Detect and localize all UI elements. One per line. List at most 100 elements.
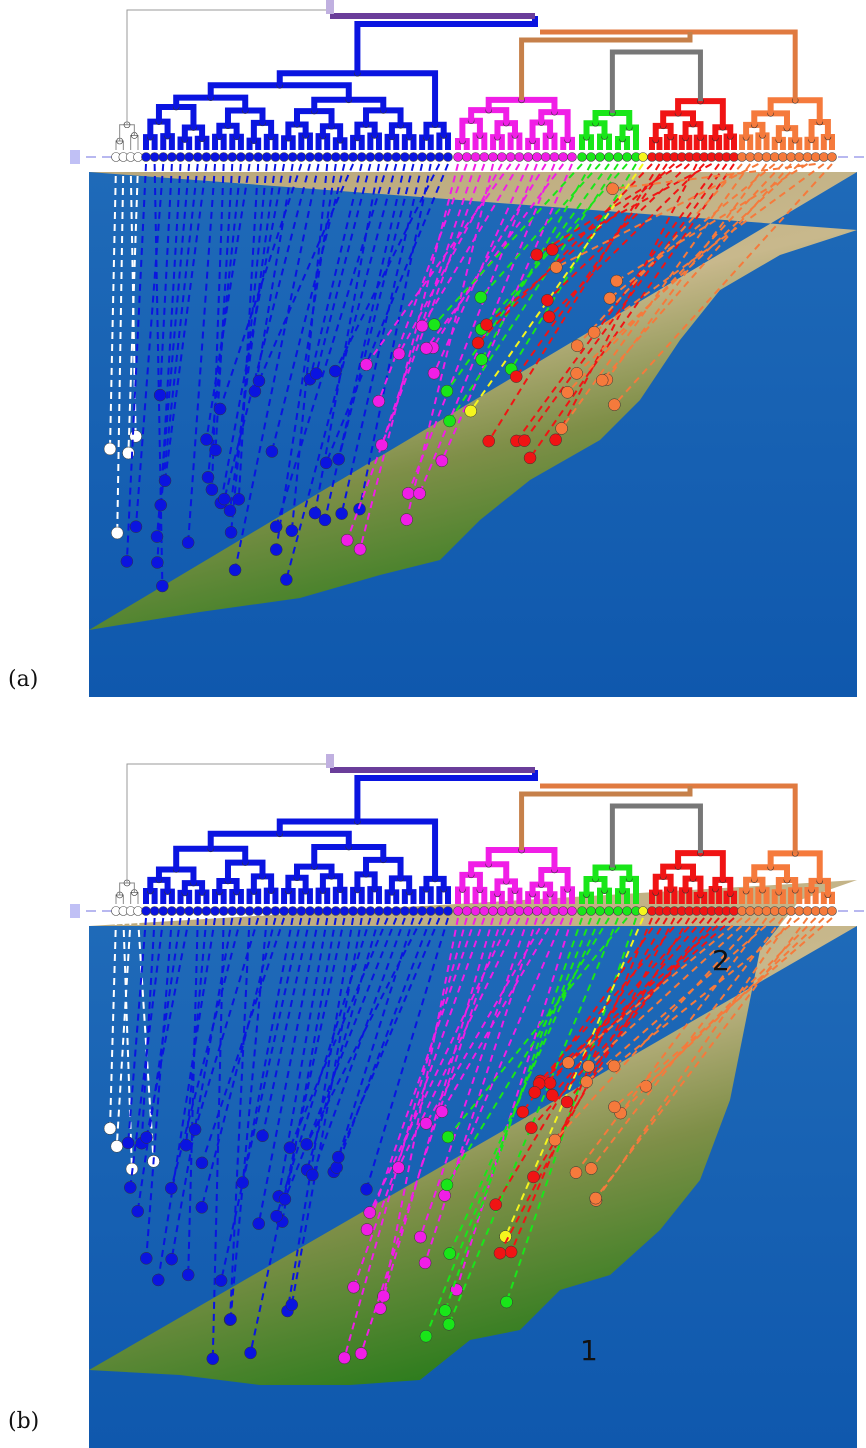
location-dot <box>253 375 265 387</box>
location-dot <box>541 294 553 306</box>
leaf <box>444 153 453 162</box>
location-dot <box>416 320 428 332</box>
dendrogram-branch <box>392 125 409 137</box>
location-dot <box>590 1192 602 1204</box>
location-dot <box>556 422 568 434</box>
leaf <box>596 153 605 162</box>
location-dot <box>608 1101 620 1113</box>
leaf <box>426 907 435 916</box>
location-dot <box>608 399 620 411</box>
leaf <box>819 153 828 162</box>
location-dot <box>546 244 558 256</box>
location-dot <box>253 1218 265 1230</box>
dendrogram-branch <box>727 136 734 150</box>
leaf <box>185 907 194 916</box>
leaf <box>515 907 524 916</box>
location-dot <box>419 1257 431 1269</box>
location-dot <box>518 435 530 447</box>
leaf <box>271 153 280 162</box>
leaf <box>811 907 820 916</box>
location-dot <box>218 493 230 505</box>
leaf <box>578 907 587 916</box>
dendrogram-branch <box>388 892 397 904</box>
leaf <box>497 907 506 916</box>
leaf <box>559 907 568 916</box>
location-dot <box>360 1183 372 1195</box>
leaf <box>193 907 202 916</box>
dendrogram-branch <box>405 137 414 150</box>
dendrogram-branch <box>250 892 259 904</box>
leaf <box>828 907 837 916</box>
location-dot <box>494 1247 506 1259</box>
page: (a) (b) 1 2 (() => { const data = JSON.p… <box>0 0 866 1448</box>
location-dot <box>527 1171 539 1183</box>
location-dot <box>159 475 171 487</box>
dendrogram-branch <box>493 137 502 150</box>
leaf <box>559 153 568 162</box>
dendrogram-branch <box>301 135 310 150</box>
location-dot <box>581 1076 593 1088</box>
leaf <box>738 153 747 162</box>
location-dot <box>531 249 543 261</box>
location-dot <box>472 337 484 349</box>
location-dot <box>441 385 453 397</box>
location-dot <box>286 525 298 537</box>
leaf <box>819 907 828 916</box>
location-dot <box>588 326 600 338</box>
location-dot <box>428 367 440 379</box>
location-dot <box>151 556 163 568</box>
dendrogram-branch <box>582 137 591 150</box>
dendrogram-root <box>612 806 700 868</box>
leaf <box>462 153 471 162</box>
dendrogram-branch <box>323 876 340 890</box>
dendrogram-branch <box>388 137 397 150</box>
dendrogram-branch <box>439 889 448 904</box>
location-dot <box>141 1131 153 1143</box>
leaf <box>366 153 375 162</box>
panel-label: (a) <box>8 667 38 692</box>
location-dot <box>132 1205 144 1217</box>
dendrogram-branch <box>439 136 448 150</box>
leaf <box>409 153 418 162</box>
location-dot <box>373 395 385 407</box>
location-dot <box>428 319 440 331</box>
dendrogram-branch <box>319 136 328 150</box>
annotation: 1 <box>580 1334 598 1367</box>
dendrogram-branch <box>232 892 241 904</box>
leaf <box>176 153 185 162</box>
location-dot <box>279 1193 291 1205</box>
location-dot <box>257 1130 269 1142</box>
location-dot <box>266 445 278 457</box>
location-dot <box>364 1207 376 1219</box>
location-dot <box>280 574 292 586</box>
location-dot <box>182 537 194 549</box>
location-dot <box>490 1199 502 1211</box>
dendrogram-branch <box>336 140 345 150</box>
location-dot <box>550 261 562 273</box>
leaf <box>778 153 787 162</box>
location-dot <box>286 1299 298 1311</box>
dendrogram-branch <box>353 890 362 904</box>
location-dot <box>229 564 241 576</box>
leaf <box>541 907 550 916</box>
leaf <box>506 907 515 916</box>
leaf <box>787 907 796 916</box>
dendrogram-branch <box>219 126 236 137</box>
leaf <box>489 907 498 916</box>
dendrogram-branch <box>198 139 207 150</box>
location-dot <box>329 365 341 377</box>
leaf <box>587 153 596 162</box>
dendrogram-root <box>522 786 690 850</box>
leaf <box>331 153 340 162</box>
leaf <box>340 907 349 916</box>
leaf <box>803 153 812 162</box>
leaf <box>323 907 332 916</box>
location-dot <box>376 439 388 451</box>
leaf <box>614 907 623 916</box>
dendrogram-branch <box>215 892 224 904</box>
axis-handle <box>70 904 80 918</box>
leaf <box>435 153 444 162</box>
leaf <box>392 907 401 916</box>
location-dot <box>361 1224 373 1236</box>
leaf <box>228 153 237 162</box>
